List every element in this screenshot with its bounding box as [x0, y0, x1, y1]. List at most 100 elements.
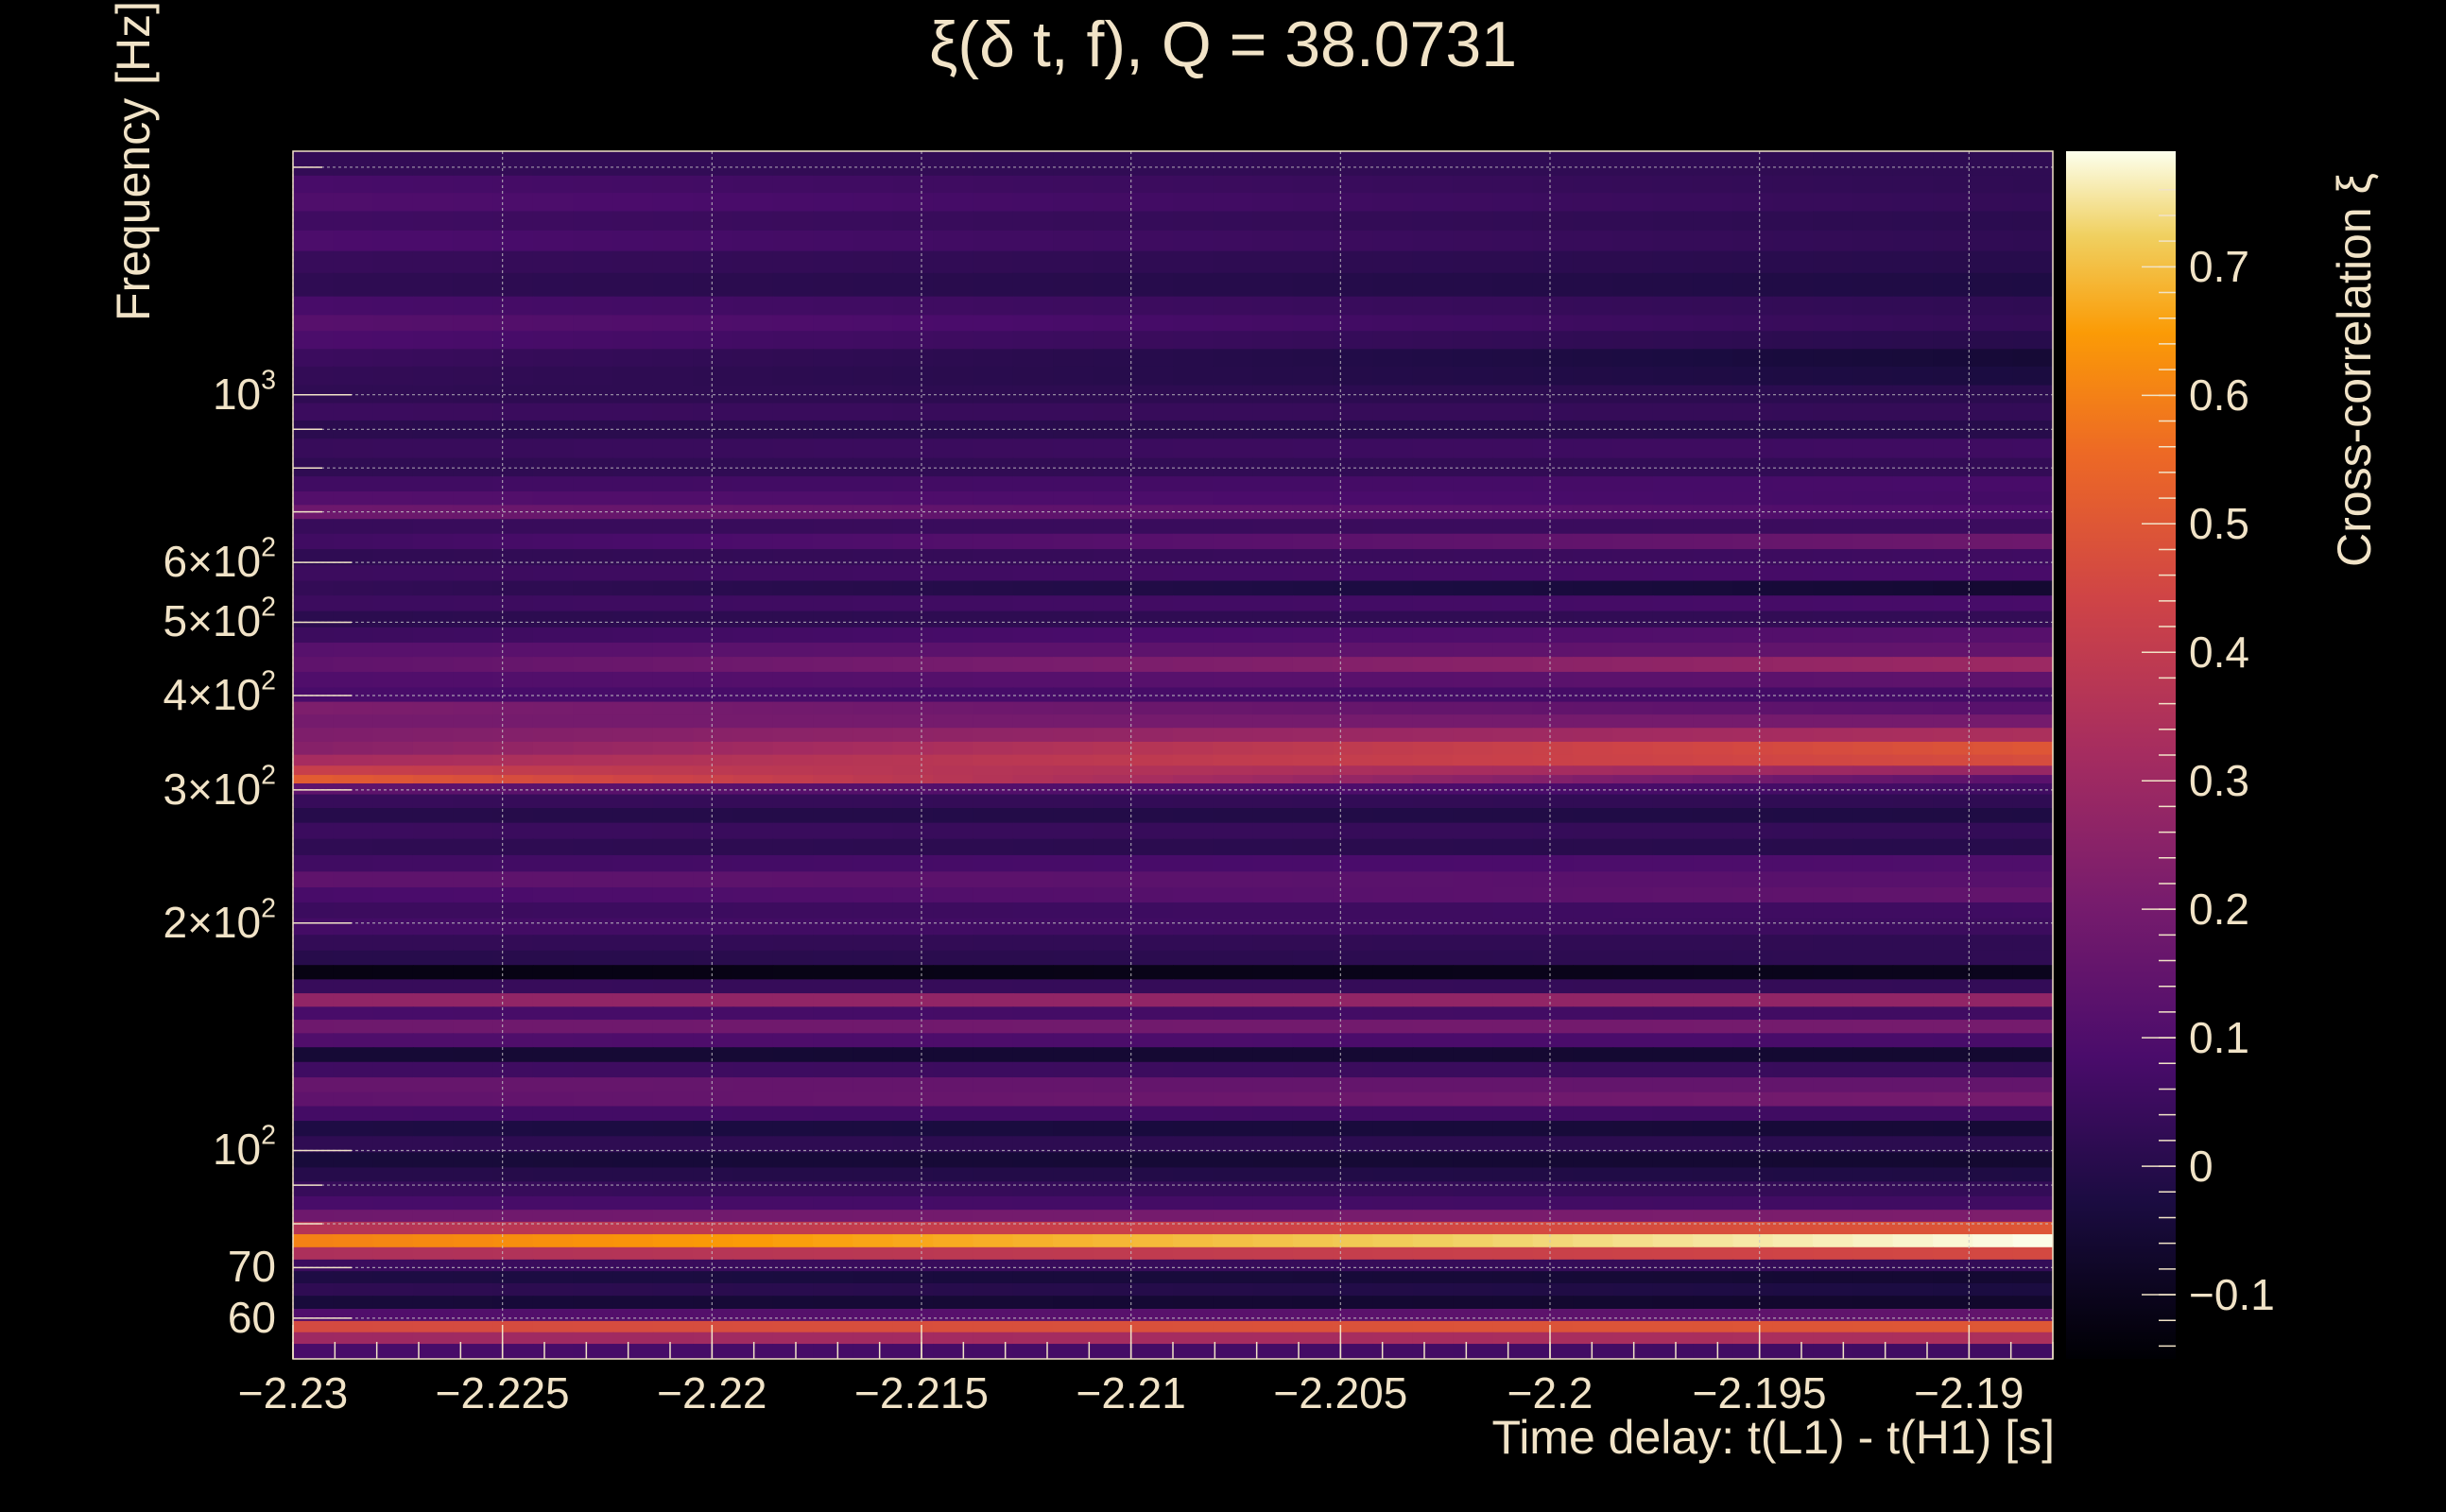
heatmap-cell — [1012, 565, 1054, 582]
heatmap-cell — [1292, 610, 1335, 628]
heatmap-cell — [1252, 366, 1294, 387]
heatmap-cell — [1732, 1091, 1774, 1108]
heatmap-cell — [573, 580, 614, 597]
heatmap-cell — [1852, 701, 1894, 715]
heatmap-cell — [492, 533, 534, 550]
heatmap-cell — [973, 993, 1014, 1008]
heatmap-cell — [1453, 193, 1494, 213]
heatmap-cell — [412, 193, 455, 213]
heatmap-cell — [1852, 385, 1894, 404]
heatmap-cell — [1813, 193, 1854, 213]
heatmap-cell — [2012, 714, 2053, 730]
heatmap-cell — [693, 420, 734, 440]
heatmap-cell — [853, 1020, 894, 1035]
heatmap-cell — [333, 902, 374, 919]
heatmap-cell — [1333, 657, 1374, 673]
x-tick-label: −2.195 — [1692, 1368, 1827, 1418]
heatmap-cell — [1532, 549, 1574, 566]
heatmap-cell — [1813, 1309, 1854, 1322]
heatmap-cell — [693, 1320, 734, 1333]
heatmap-cell — [1252, 1106, 1294, 1122]
heatmap-cell — [1813, 783, 1854, 796]
heatmap-cell — [1053, 993, 1094, 1008]
heatmap-cell — [1532, 1320, 1574, 1333]
heatmap-cell — [412, 403, 455, 421]
heatmap-cell — [612, 175, 654, 194]
heatmap-cell — [2012, 549, 2053, 566]
heatmap-cell — [532, 193, 575, 213]
heatmap-cell — [1772, 993, 1814, 1008]
heatmap-cell — [1093, 1210, 1134, 1223]
heatmap-cell — [1372, 1061, 1414, 1078]
heatmap-cell — [693, 549, 734, 566]
heatmap-cell — [612, 1106, 654, 1122]
heatmap-cell — [532, 657, 575, 673]
heatmap-cell — [1412, 1091, 1455, 1108]
heatmap-cell — [1252, 1282, 1294, 1297]
heatmap-cell — [1412, 965, 1455, 981]
heatmap-cell — [412, 902, 455, 919]
heatmap-cell — [1252, 230, 1294, 252]
heatmap-cell — [573, 1320, 614, 1333]
heatmap-cell — [1972, 765, 2014, 776]
heatmap-cell — [1892, 1320, 1934, 1333]
heatmap-cell — [1053, 533, 1094, 550]
heatmap-cell — [612, 1210, 654, 1223]
heatmap-cell — [732, 315, 774, 333]
heatmap-cell — [1053, 476, 1094, 492]
heatmap-cell — [853, 979, 894, 994]
heatmap-cell — [1093, 687, 1134, 703]
heatmap-cell — [372, 1077, 414, 1093]
heatmap-cell — [892, 1006, 934, 1021]
heatmap-cell — [612, 1234, 654, 1248]
heatmap-cell — [1292, 808, 1335, 824]
heatmap-cell — [1772, 1121, 1814, 1138]
heatmap-cell — [1412, 476, 1455, 492]
heatmap-cell — [1532, 250, 1574, 274]
heatmap-cell — [1532, 935, 1574, 952]
heatmap-cell — [412, 610, 455, 628]
heatmap-cell — [652, 1344, 694, 1359]
heatmap-cell — [1252, 438, 1294, 459]
heatmap-cell — [1612, 838, 1654, 856]
heatmap-cell — [1372, 1152, 1414, 1169]
heatmap-cell — [1612, 1320, 1654, 1333]
heatmap-cell — [1612, 741, 1654, 756]
heatmap-cell — [772, 549, 814, 566]
heatmap-cell — [1372, 627, 1414, 644]
heatmap-cell — [412, 979, 455, 994]
heatmap-cell — [372, 918, 414, 936]
heatmap-cell — [772, 610, 814, 628]
heatmap-cell — [612, 1181, 654, 1197]
heatmap-cell — [1412, 296, 1455, 317]
heatmap-cell — [1772, 565, 1814, 582]
heatmap-cell — [293, 808, 335, 824]
heatmap-cell — [333, 918, 374, 936]
heatmap-cell — [1173, 1221, 1214, 1235]
heatmap-cell — [772, 935, 814, 952]
heatmap-cell — [412, 491, 455, 507]
heatmap-cell — [813, 519, 854, 535]
heatmap-cell — [1972, 1282, 2014, 1297]
heatmap-cell — [1213, 1210, 1254, 1223]
colorbar-tick-label: −0.1 — [2189, 1270, 2275, 1320]
heatmap-cell — [693, 765, 734, 776]
heatmap-cell — [2012, 643, 2053, 658]
heatmap-cell — [1612, 366, 1654, 387]
heatmap-cell — [1252, 331, 1294, 351]
heatmap-cell — [333, 457, 374, 477]
heatmap-cell — [1252, 935, 1294, 952]
heatmap-cell — [1852, 1106, 1894, 1122]
heatmap-cell — [2012, 794, 2053, 809]
heatmap-cell — [1333, 643, 1374, 658]
heatmap-cell — [612, 1061, 654, 1078]
heatmap-cell — [1933, 610, 1974, 628]
heatmap-cell — [1132, 902, 1174, 919]
heatmap-cell — [1933, 822, 1974, 840]
heatmap-cell — [1972, 902, 2014, 919]
heatmap-cell — [453, 887, 494, 903]
heatmap-cell — [612, 403, 654, 421]
heatmap-cell — [1892, 1332, 1934, 1345]
heatmap-cell — [1453, 250, 1494, 274]
heatmap-cell — [612, 935, 654, 952]
